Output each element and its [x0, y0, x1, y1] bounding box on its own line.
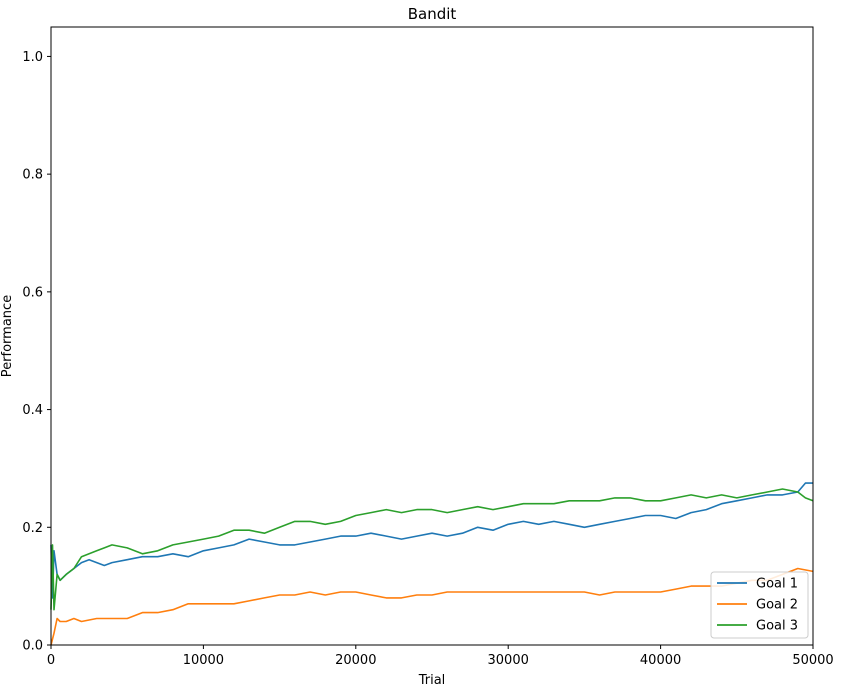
x-tick-label: 30000 [488, 653, 529, 668]
series-layer [50, 482, 814, 646]
series-line-goal-2 [50, 567, 814, 646]
series-line-goal-3 [50, 488, 814, 611]
x-tick-label: 20000 [335, 653, 376, 668]
legend-label: Goal 2 [756, 598, 798, 613]
plot-frame [50, 26, 814, 646]
y-tick-label: 0.8 [22, 168, 43, 183]
y-axis: 0.0 0.2 0.4 0.6 0.8 1.0 [22, 50, 51, 654]
y-tick-label: 0.6 [22, 285, 43, 300]
y-tick-label: 1.0 [22, 50, 43, 65]
x-axis: 0 10000 20000 30000 40000 50000 [47, 645, 834, 668]
x-tick-label: 10000 [183, 653, 224, 668]
legend-label: Goal 1 [756, 577, 798, 592]
legend-box [710, 571, 809, 639]
series-line-goal-1 [50, 482, 813, 599]
y-tick-label: 0.2 [22, 521, 43, 536]
x-tick-label: 40000 [640, 653, 681, 668]
legend-label: Goal 3 [756, 619, 798, 634]
legend: Goal 1 Goal 2 Goal 3 [710, 571, 809, 639]
y-tick-label: 0.0 [22, 639, 43, 654]
x-axis-title: Trial [418, 673, 446, 686]
y-axis-title: Performance [0, 295, 15, 377]
x-tick-label: 50000 [792, 653, 833, 668]
chart-title: Bandit [408, 5, 457, 23]
x-tick-label: 0 [47, 653, 55, 668]
plot-area [51, 27, 813, 645]
y-tick-label: 0.4 [22, 403, 43, 418]
